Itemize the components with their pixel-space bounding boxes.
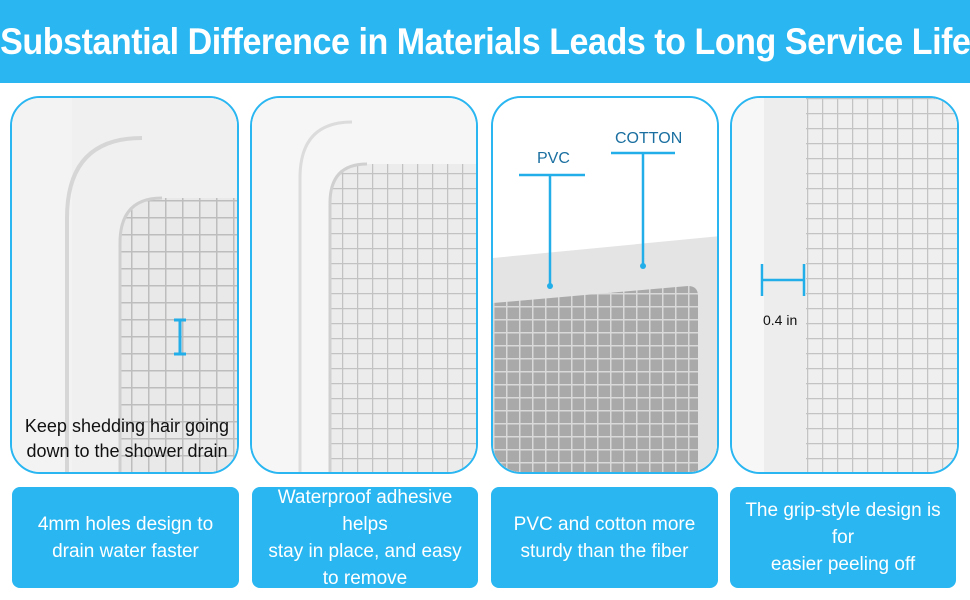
product-image-materials: PVC COTTON — [491, 96, 719, 474]
caption-materials-text: PVC and cotton more sturdy than the fibe… — [513, 513, 696, 562]
caption-grip-text: The grip-style design is for easier peel… — [745, 500, 941, 575]
label-cotton: COTTON — [615, 130, 683, 147]
label-pvc: PVC — [537, 150, 570, 167]
product-image-holes: Keep shedding hair going down to the sho… — [10, 96, 239, 474]
caption-holes-text: 4mm holes design to drain water faster — [37, 513, 214, 562]
product-image-grip: 0.4 in — [730, 96, 959, 474]
caption-materials: PVC and cotton more sturdy than the fibe… — [491, 487, 718, 588]
mesh-corner-illustration — [12, 98, 237, 472]
page-title: Substantial Difference in Materials Lead… — [0, 20, 970, 62]
product-image-adhesive — [250, 96, 478, 474]
caption-adhesive: Waterproof adhesive helps stay in place,… — [252, 487, 478, 589]
measure-label: 0.4 in — [763, 312, 798, 328]
caption-grip: The grip-style design is for easier peel… — [730, 487, 956, 588]
shedding-hair-note: Keep shedding hair going down to the sho… — [24, 416, 230, 461]
header-banner: Substantial Difference in Materials Lead… — [0, 0, 970, 83]
grip-edge-illustration — [732, 98, 957, 472]
caption-adhesive-text: Waterproof adhesive helps stay in place,… — [268, 486, 462, 589]
adhesive-corner-illustration — [252, 98, 476, 472]
caption-holes: 4mm holes design to drain water faster — [12, 487, 239, 588]
material-edge-illustration — [493, 98, 717, 472]
